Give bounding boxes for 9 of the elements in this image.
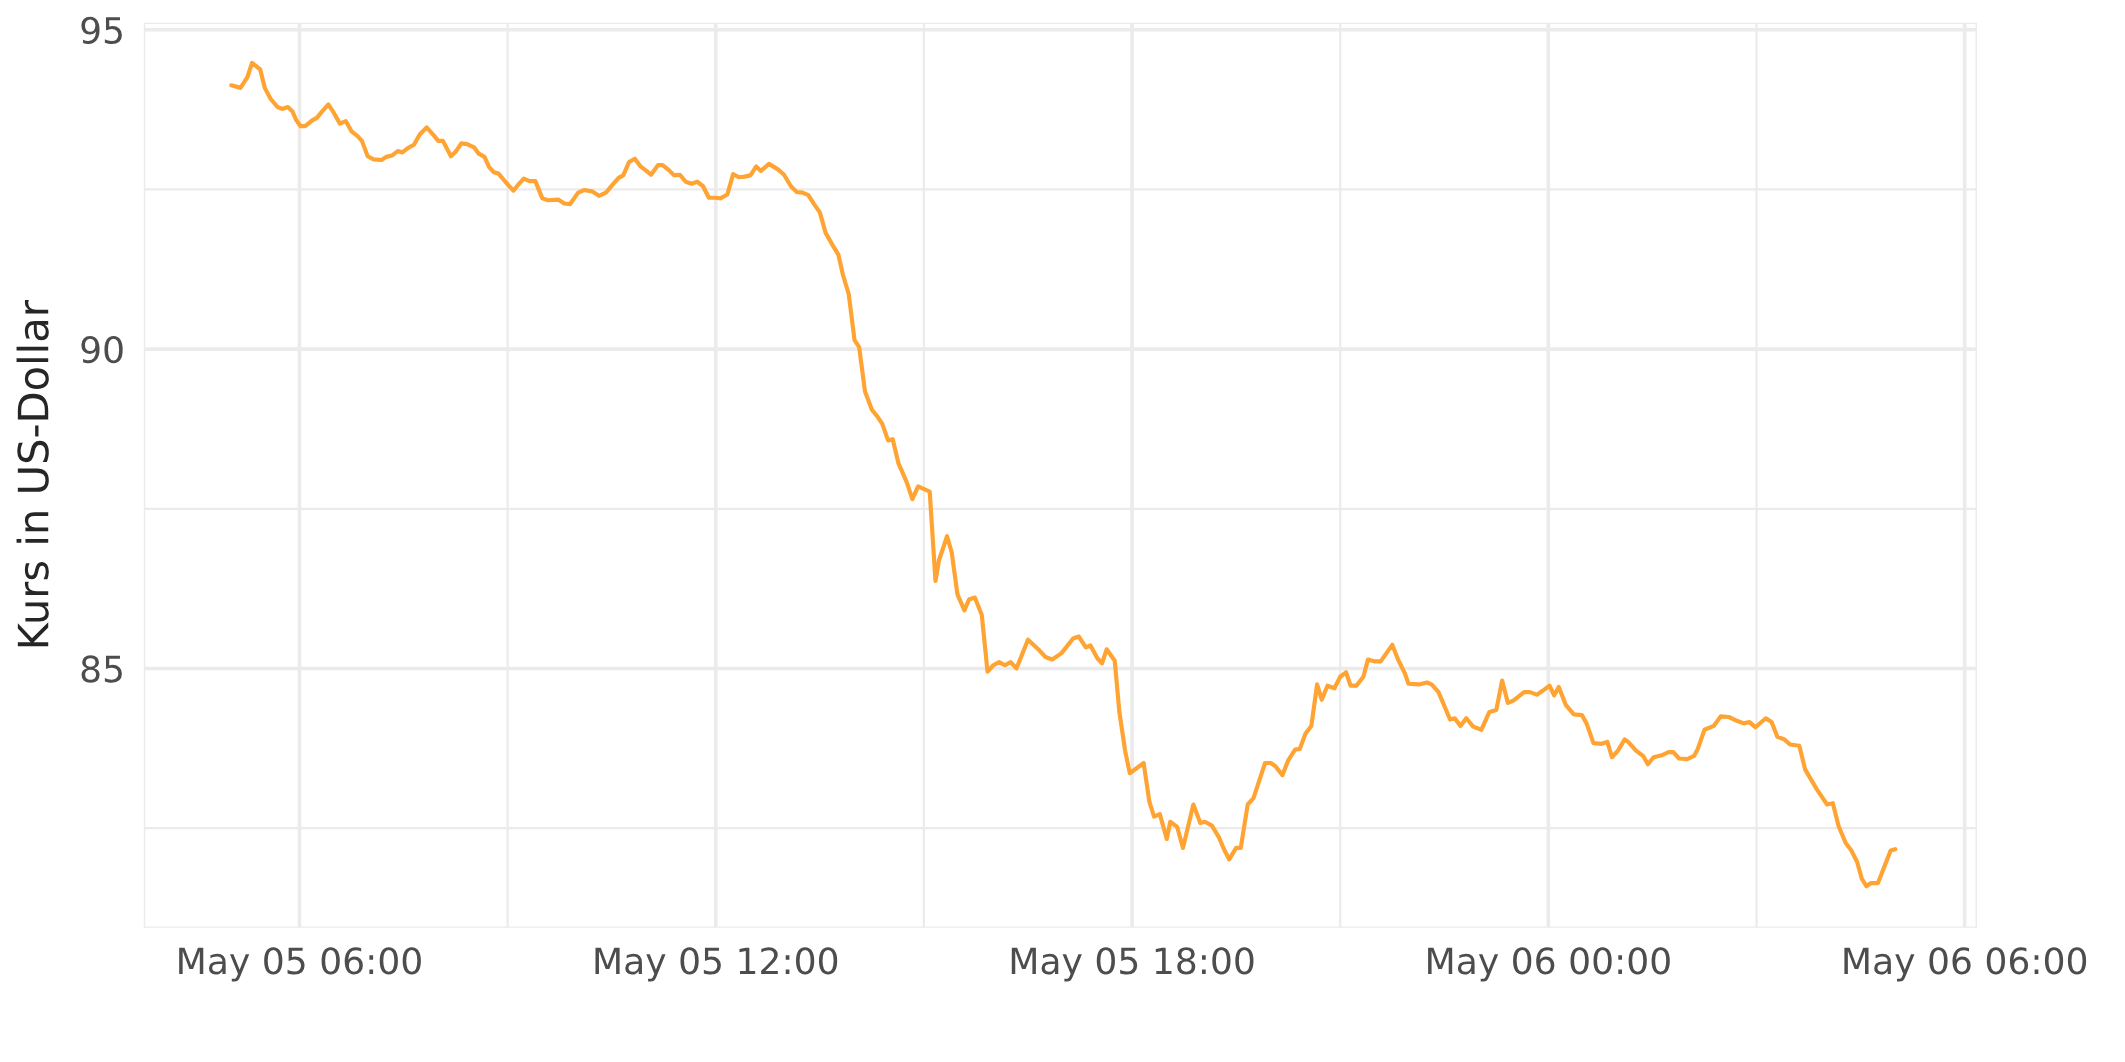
x-tick-label: May 06 06:00 <box>1844 947 2087 982</box>
x-tick-label: May 05 06:00 <box>179 947 421 982</box>
x-tick-label: May 05 12:00 <box>595 947 838 982</box>
x-tick-label: May 05 18:00 <box>1011 947 1254 982</box>
y-axis-title: Kurs in US-Dollar <box>16 300 49 647</box>
y-tick-label: 95 <box>81 16 122 44</box>
y-tick-label: 90 <box>81 336 123 364</box>
y-tick-label: 85 <box>81 655 122 683</box>
x-tick-label: May 06 00:00 <box>1428 947 1670 982</box>
